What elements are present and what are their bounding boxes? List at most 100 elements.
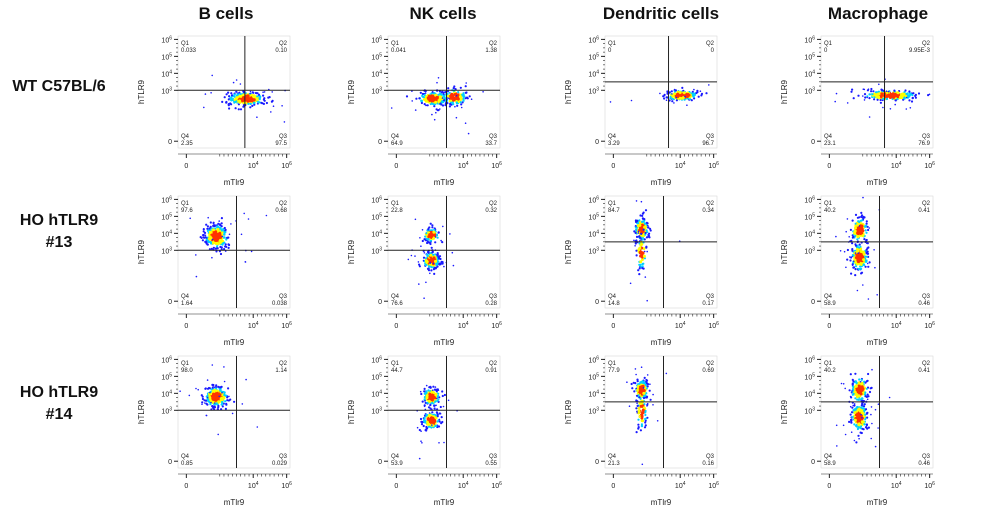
event-point (465, 91, 468, 93)
event-point (854, 380, 858, 383)
event-point (425, 257, 428, 260)
y-tick-label: 104 (588, 229, 599, 238)
event-point (857, 227, 861, 231)
event-point (434, 386, 437, 388)
event-point (263, 91, 266, 93)
event-point (644, 421, 647, 424)
event-point (853, 385, 857, 389)
event-point (865, 426, 868, 429)
event-point (443, 99, 446, 102)
event-point (218, 220, 220, 222)
event-point (433, 105, 436, 108)
event-point (885, 90, 888, 92)
y-tick-label: 105 (371, 52, 382, 61)
event-point (443, 441, 445, 444)
event-point (637, 427, 640, 430)
event-point (451, 251, 454, 254)
event-point (859, 245, 862, 248)
event-point (849, 373, 852, 376)
event-point (440, 239, 442, 242)
event-point (846, 102, 849, 104)
event-point (865, 423, 869, 427)
event-point (681, 86, 684, 89)
event-point (432, 253, 435, 256)
event-point (465, 96, 469, 99)
event-point (902, 92, 906, 96)
event-point (634, 220, 638, 223)
event-point (646, 374, 649, 376)
quadrant-value-q4: 1.64 (181, 301, 193, 307)
quadrant-label-q4: Q4 (391, 134, 400, 140)
event-point (863, 393, 867, 396)
event-point (429, 416, 433, 420)
event-point (215, 397, 219, 401)
event-point (628, 405, 631, 408)
event-point (851, 406, 854, 409)
event-point (414, 218, 417, 221)
event-point (863, 99, 866, 101)
y-tick-label: 105 (161, 372, 172, 381)
event-point (235, 79, 238, 81)
event-point (238, 99, 242, 103)
quadrant-label-q2: Q2 (706, 361, 715, 367)
event-point (228, 233, 231, 236)
event-point (857, 422, 861, 426)
event-point (864, 395, 867, 398)
y-tick-label: 104 (804, 389, 815, 398)
event-point (868, 227, 871, 229)
quadrant-value-q4: 23.1 (824, 141, 836, 147)
quadrant-value-q2: 0.41 (918, 368, 930, 374)
event-point (195, 254, 197, 256)
event-point (641, 463, 644, 466)
event-point (227, 98, 230, 101)
event-point (454, 88, 457, 91)
event-point (853, 403, 856, 405)
quadrant-value-q2: 0.34 (702, 208, 714, 214)
event-point (640, 423, 644, 426)
event-point (867, 228, 870, 232)
event-point (227, 103, 230, 106)
event-point (873, 98, 876, 101)
event-point (641, 212, 645, 215)
x-axis-label: mTlr9 (224, 178, 245, 187)
quadrant-label-q3: Q3 (706, 454, 715, 460)
event-point (240, 233, 243, 236)
event-point (872, 90, 875, 93)
event-point (432, 391, 435, 395)
event-point (432, 385, 435, 388)
event-point (205, 400, 208, 402)
quadrant-value-q1: 44.7 (391, 368, 403, 374)
event-point (214, 230, 218, 234)
event-point (641, 251, 645, 255)
event-point (835, 92, 838, 95)
event-point (423, 416, 426, 420)
y-tick-label: 106 (371, 35, 382, 44)
event-point (452, 264, 455, 267)
event-point (467, 132, 470, 135)
event-point (639, 397, 642, 400)
event-point (637, 230, 640, 233)
event-point (879, 101, 883, 104)
event-point (865, 255, 868, 258)
quadrant-value-q1: 84.7 (608, 208, 620, 214)
event-point (851, 242, 854, 245)
event-point (854, 222, 857, 225)
event-point (899, 95, 903, 99)
y-axis-label: hTLR9 (137, 239, 146, 264)
event-point (857, 434, 860, 437)
y-tick-label: 103 (804, 246, 815, 255)
event-point (851, 390, 853, 392)
event-point (635, 200, 638, 202)
quadrant-value-q4: 21.3 (608, 461, 620, 467)
event-point (874, 445, 877, 448)
event-point (849, 405, 852, 408)
event-point (420, 430, 422, 433)
event-point (449, 233, 451, 235)
x-axis-label: mTlr9 (651, 498, 672, 507)
event-point (859, 262, 863, 266)
event-point (850, 418, 853, 422)
event-point (201, 234, 204, 236)
event-point (262, 94, 265, 97)
